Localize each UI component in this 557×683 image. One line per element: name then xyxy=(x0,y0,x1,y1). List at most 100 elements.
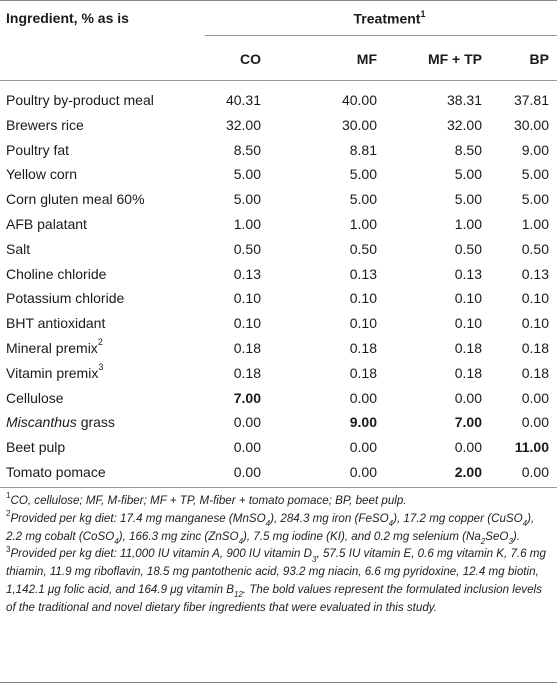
ingredient-name: Yellow corn xyxy=(6,162,77,187)
value-cell: 2.00 xyxy=(454,463,482,480)
footnote-3: 3Provided per kg diet: 11,000 IU vitamin… xyxy=(6,545,551,616)
ingredient-name: Miscanthus grass xyxy=(6,410,115,435)
table-row: Vitamin premix3 0.18 0.18 0.18 0.18 xyxy=(0,361,557,386)
ingredient-name-text: Vitamin premix xyxy=(6,364,99,381)
table-row: Brewers rice 32.00 30.00 32.00 30.00 xyxy=(0,113,557,138)
ingredient-name-text: Mineral premix xyxy=(6,339,98,356)
value-cell: 11.00 xyxy=(514,439,549,456)
value-cell: 5.00 xyxy=(454,191,482,208)
footnote-3-text-a: Provided per kg diet: 11,000 IU vitamin … xyxy=(10,547,313,561)
value-cell: 0.50 xyxy=(454,240,482,257)
table-row: Poultry by-product meal 40.31 40.00 38.31 37… xyxy=(0,88,557,113)
value-cell: 30.00 xyxy=(513,116,549,133)
subscript: 4 xyxy=(265,519,271,529)
value-cell: 0.10 xyxy=(521,290,549,307)
table-row: Tomato pomace 0.00 0.00 2.00 0.00 xyxy=(0,460,557,485)
value-cell: 9.00 xyxy=(521,141,549,158)
ingredient-name-text: Potassium chloride xyxy=(6,290,125,307)
column-header-bp: BP xyxy=(529,51,549,67)
value-cell: 0.13 xyxy=(454,265,482,282)
footnote-2-text-g: SeO xyxy=(485,529,509,543)
value-cell: 0.10 xyxy=(349,315,377,332)
value-cell: 0.00 xyxy=(349,463,377,480)
value-cell: 32.00 xyxy=(446,116,482,133)
header-bottom-rule xyxy=(0,80,557,81)
footnote-2: 2Provided per kg diet: 17.4 mg manganese… xyxy=(6,508,551,546)
ingredient-name-text: Poultry fat xyxy=(6,141,70,158)
value-cell: 5.00 xyxy=(521,166,549,183)
ingredient-name: Poultry by-product meal xyxy=(6,88,154,113)
table-row: Choline chloride 0.13 0.13 0.13 0.13 xyxy=(0,262,557,287)
ingredient-name-text: AFB palatant xyxy=(6,215,87,232)
value-cell: 0.00 xyxy=(349,439,377,456)
ingredient-name: Corn gluten meal 60% xyxy=(6,187,145,212)
ingredient-name-text: Beet pulp xyxy=(6,439,66,456)
ingredient-name-text: Choline chloride xyxy=(6,265,107,282)
ingredient-name: AFB palatant xyxy=(6,212,87,237)
footnote-2-marker: 2 xyxy=(6,508,11,518)
footnote-3-marker: 3 xyxy=(6,544,11,554)
value-cell: 7.00 xyxy=(233,389,261,406)
value-cell: 1.00 xyxy=(454,215,482,232)
subscript: 3 xyxy=(312,554,317,564)
value-cell: 37.81 xyxy=(513,92,549,108)
value-cell: 0.18 xyxy=(233,339,261,356)
footnote-2-text-c: ), 17.2 mg copper (CuSO xyxy=(393,511,523,525)
table-row: Miscanthus grass 0.00 9.00 7.00 0.00 xyxy=(0,410,557,435)
table-body: Poultry by-product meal 40.31 40.00 38.31 37… xyxy=(0,88,557,485)
subscript: 2 xyxy=(480,536,486,546)
value-cell: 0.00 xyxy=(521,389,549,406)
subscript: 4 xyxy=(114,536,119,546)
ingredient-name: BHT antioxidant xyxy=(6,311,105,336)
value-cell: 0.00 xyxy=(233,439,261,456)
value-cell: 1.00 xyxy=(349,215,377,232)
footnote-2-text-b: ), 284.3 mg iron (FeSO xyxy=(270,511,389,525)
treatment-header-label: Treatment xyxy=(353,10,421,27)
treatment-header: Treatment1 xyxy=(222,9,557,27)
value-cell: 0.18 xyxy=(454,364,482,381)
ingredient-name: Brewers rice xyxy=(6,113,84,138)
subscript: 4 xyxy=(388,519,394,529)
value-cell: 0.13 xyxy=(521,265,549,282)
value-cell: 0.13 xyxy=(349,265,377,282)
footnote-3-text-b: , 57.5 IU vitamin E, 0.6 mg vitamin K, 7… xyxy=(6,547,546,596)
footnote-marker: 2 xyxy=(97,337,103,348)
value-cell: 0.10 xyxy=(349,290,377,307)
footnote-1: 1CO, cellulose; MF, M-fiber; MF + TP, M-… xyxy=(6,492,551,510)
table-row: Poultry fat 8.50 8.81 8.50 9.00 xyxy=(0,138,557,163)
value-cell: 5.00 xyxy=(349,166,377,183)
ingredient-name: Cellulose xyxy=(6,386,64,411)
ingredient-name-rest: grass xyxy=(76,414,115,431)
value-cell: 5.00 xyxy=(521,191,549,208)
value-cell: 0.00 xyxy=(454,439,482,456)
ingredient-name: Choline chloride xyxy=(6,262,106,287)
footnote-marker: 3 xyxy=(98,362,104,373)
value-cell: 0.00 xyxy=(349,389,377,406)
table-row: Corn gluten meal 60% 5.00 5.00 5.00 5.00 xyxy=(0,187,557,212)
table-bottom-rule xyxy=(0,487,557,488)
value-cell: 5.00 xyxy=(233,191,261,208)
table-row: Cellulose 7.00 0.00 0.00 0.00 xyxy=(0,386,557,411)
value-cell: 0.18 xyxy=(454,339,482,356)
value-cell: 1.00 xyxy=(521,215,549,232)
footnote-2-text-f: ), 7.5 mg iodine (KI), and 0.2 mg seleni… xyxy=(243,529,481,543)
table-row: Mineral premix2 0.18 0.18 0.18 0.18 xyxy=(0,336,557,361)
table-row: Yellow corn 5.00 5.00 5.00 5.00 xyxy=(0,162,557,187)
ingredient-name-text: BHT antioxidant xyxy=(6,315,106,332)
value-cell: 30.00 xyxy=(341,116,377,133)
value-cell: 8.50 xyxy=(454,141,482,158)
value-cell: 0.18 xyxy=(233,364,261,381)
ingredient-name: Mineral premix2 xyxy=(6,336,103,361)
ingredient-name-text: Salt xyxy=(6,240,31,257)
value-cell: 0.10 xyxy=(454,290,482,307)
value-cell: 32.00 xyxy=(225,116,261,133)
subscript: 3 xyxy=(508,536,513,546)
value-cell: 40.00 xyxy=(341,92,377,108)
ingredient-name-text: Poultry by-product meal xyxy=(6,92,154,108)
value-cell: 9.00 xyxy=(349,414,377,431)
value-cell: 40.31 xyxy=(225,92,261,108)
value-cell: 0.18 xyxy=(349,364,377,381)
ingredient-name-text: Brewers rice xyxy=(6,116,84,133)
ingredient-name: Poultry fat xyxy=(6,138,69,163)
column-header-mf: MF xyxy=(356,51,377,67)
